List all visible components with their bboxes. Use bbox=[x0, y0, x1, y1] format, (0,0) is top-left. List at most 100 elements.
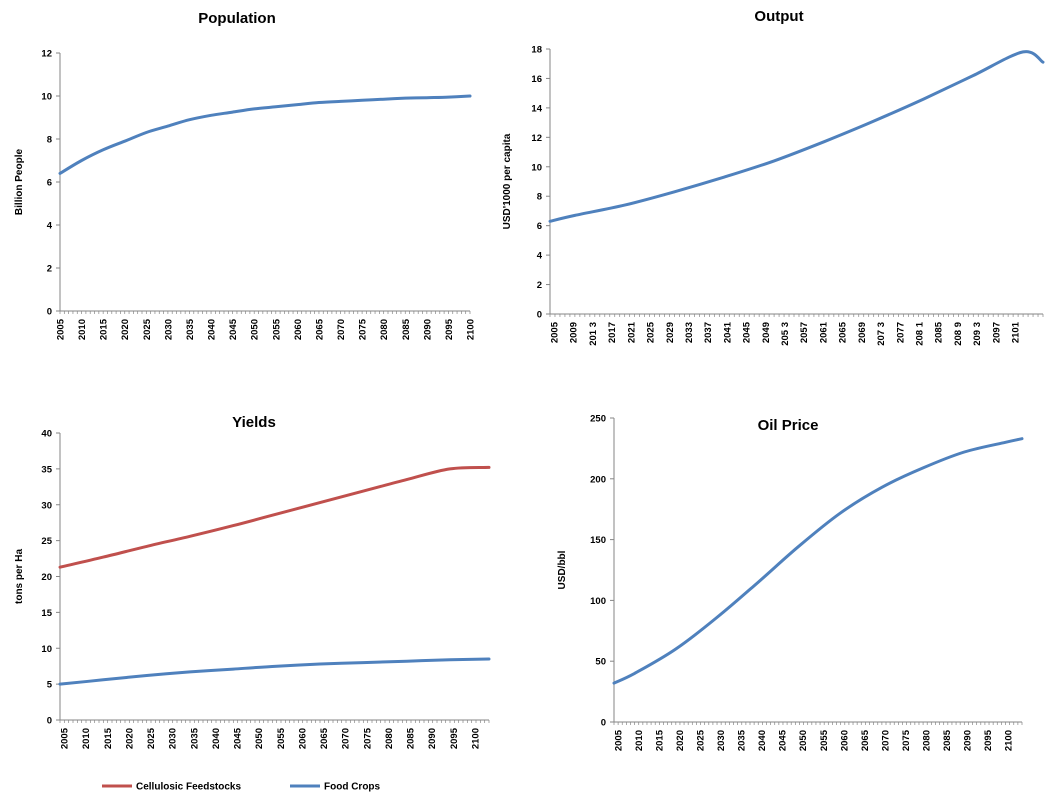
oil-price-x-tick-label: 2035 bbox=[737, 729, 748, 751]
population-x-tick-label: 2015 bbox=[99, 318, 110, 340]
output-x-tick-label: 2061 bbox=[818, 321, 829, 343]
output-x-tick-label: 2065 bbox=[838, 321, 849, 343]
population-x-tick-label: 2100 bbox=[466, 319, 477, 340]
population-x-tick-label: 2055 bbox=[271, 318, 282, 340]
output-y-tick-label: 4 bbox=[537, 251, 543, 262]
oil-price-title: Oil Price bbox=[758, 417, 819, 434]
yields-y-tick-label: 30 bbox=[41, 500, 52, 511]
yields-y-tick-label: 0 bbox=[47, 716, 52, 727]
yields-series-line-food-crops bbox=[58, 657, 491, 686]
output-x-tick-label: 201 3 bbox=[588, 322, 599, 346]
output-x-tick-label: 2069 bbox=[857, 322, 868, 343]
population-x-tick-label: 2025 bbox=[142, 318, 153, 340]
yields-legend: Cellulosic Feedstocks Food Crops bbox=[102, 782, 381, 793]
population-x-tick-label: 2085 bbox=[401, 318, 412, 340]
oil-price-x-tick-label: 2070 bbox=[880, 730, 891, 751]
yields-x-tick-label: 2090 bbox=[427, 728, 438, 749]
oil-price-x-tick-label: 2030 bbox=[716, 730, 727, 751]
yields-x-tick-label: 2010 bbox=[81, 728, 92, 749]
output-x-tick-label: 205 3 bbox=[780, 322, 791, 346]
yields-x-tick-label: 2095 bbox=[449, 727, 460, 749]
legend-label: Food Crops bbox=[324, 782, 381, 793]
output-y-tick-label: 8 bbox=[537, 192, 542, 203]
oil-price-y-tick-label: 100 bbox=[590, 596, 606, 607]
output-x-tick-label: 2101 bbox=[1011, 321, 1022, 343]
output-x-tick-label: 2029 bbox=[665, 322, 676, 343]
oil-price-x-tick-label: 2075 bbox=[901, 729, 912, 751]
yields-x-tick-label: 2070 bbox=[341, 728, 352, 749]
output-x-tick-label: 208 1 bbox=[914, 321, 925, 345]
population-y-tick-label: 8 bbox=[47, 135, 52, 146]
yields-x-tick-label: 2030 bbox=[168, 728, 179, 749]
population-x-tick-label: 2045 bbox=[228, 318, 239, 340]
oil-price-y-axis-label: USD/bbl bbox=[557, 550, 568, 589]
output-x-tick-label: 2009 bbox=[569, 322, 580, 343]
output-title: Output bbox=[754, 8, 803, 25]
oil-price-y-tick-label: 0 bbox=[601, 718, 606, 729]
yields-y-tick-label: 25 bbox=[41, 536, 52, 547]
oil-price-x-tick-label: 2090 bbox=[962, 730, 973, 751]
yields-x-tick-label: 2080 bbox=[384, 728, 395, 749]
oil-price-x-tick-label: 2020 bbox=[675, 730, 686, 751]
legend-label: Cellulosic Feedstocks bbox=[136, 782, 241, 793]
output-x-tick-label: 2037 bbox=[703, 322, 714, 343]
oil-price-x-tick-label: 2015 bbox=[655, 729, 666, 751]
population-x-tick-label: 2035 bbox=[185, 318, 196, 340]
output-x-tick-label: 2017 bbox=[607, 322, 618, 343]
yields-title: Yields bbox=[232, 414, 276, 431]
oil-price-x-tick-label: 2080 bbox=[921, 730, 932, 751]
population-chart: Population Billion People 0 2 4 6 8 10 12 2005 201… bbox=[14, 10, 477, 340]
output-x-tick-label: 2049 bbox=[761, 322, 772, 343]
population-x-tick-label: 2050 bbox=[250, 319, 261, 340]
oil-price-x-tick-label: 2085 bbox=[942, 729, 953, 751]
population-y-tick-label: 12 bbox=[41, 49, 52, 60]
yields-x-tick-label: 2100 bbox=[471, 728, 482, 749]
oil-price-x-tick-label: 2060 bbox=[839, 730, 850, 751]
output-x-tick-label: 2005 bbox=[550, 321, 561, 343]
population-x-tick-label: 2070 bbox=[336, 319, 347, 340]
output-x-tick-label: 2097 bbox=[991, 322, 1002, 343]
yields-y-tick-label: 20 bbox=[41, 572, 52, 583]
oil-price-y-tick-label: 200 bbox=[590, 474, 606, 485]
output-chart: Output USD'1000 per capita 0 2 4 6 8 10 12 14 16 18… bbox=[502, 8, 1045, 346]
oil-price-x-tick-label: 2100 bbox=[1004, 730, 1015, 751]
output-x-tick-label: 208 9 bbox=[953, 322, 964, 346]
oil-price-x-tick-label: 2040 bbox=[757, 730, 768, 751]
yields-x-tick-label: 2020 bbox=[124, 728, 135, 749]
output-x-tick-label: 2045 bbox=[742, 321, 753, 343]
oil-price-y-tick-label: 50 bbox=[595, 657, 606, 668]
output-x-tick-label: 2057 bbox=[799, 322, 810, 343]
population-y-axis-label: Billion People bbox=[14, 149, 25, 216]
yields-y-axis-label: tons per Ha bbox=[14, 549, 25, 604]
population-y-tick-label: 4 bbox=[47, 221, 53, 232]
population-title: Population bbox=[198, 10, 276, 27]
population-x-tick-label: 2065 bbox=[314, 318, 325, 340]
population-x-tick-label: 2040 bbox=[207, 319, 218, 340]
output-x-tick-label: 2021 bbox=[626, 321, 637, 343]
output-y-tick-label: 10 bbox=[531, 162, 542, 173]
oil-price-x-tick-label: 2025 bbox=[696, 729, 707, 751]
population-x-tick-label: 2020 bbox=[120, 319, 131, 340]
population-y-tick-label: 6 bbox=[47, 178, 52, 189]
yields-y-tick-label: 10 bbox=[41, 644, 52, 655]
yields-x-tick-label: 2065 bbox=[319, 727, 330, 749]
population-x-tick-label: 2095 bbox=[444, 318, 455, 340]
oil-price-x-tick-label: 2065 bbox=[860, 729, 871, 751]
output-y-axis-label: USD'1000 per capita bbox=[502, 133, 513, 229]
yields-x-tick-label: 2085 bbox=[406, 727, 417, 749]
output-x-tick-label: 2041 bbox=[722, 321, 733, 343]
output-y-tick-label: 2 bbox=[537, 280, 542, 291]
yields-y-tick-label: 15 bbox=[41, 608, 52, 619]
output-x-tick-label: 2025 bbox=[646, 321, 657, 343]
output-y-tick-label: 12 bbox=[531, 133, 542, 144]
population-x-tick-label: 2030 bbox=[163, 319, 174, 340]
oil-price-x-tick-label: 2095 bbox=[983, 729, 994, 751]
oil-price-x-tick-label: 2050 bbox=[798, 730, 809, 751]
output-y-tick-label: 18 bbox=[531, 45, 542, 56]
yields-x-tick-label: 2035 bbox=[189, 727, 200, 749]
yields-x-tick-label: 2015 bbox=[103, 727, 114, 749]
population-series-line-0 bbox=[58, 94, 472, 175]
yields-x-tick-label: 2005 bbox=[60, 727, 71, 749]
